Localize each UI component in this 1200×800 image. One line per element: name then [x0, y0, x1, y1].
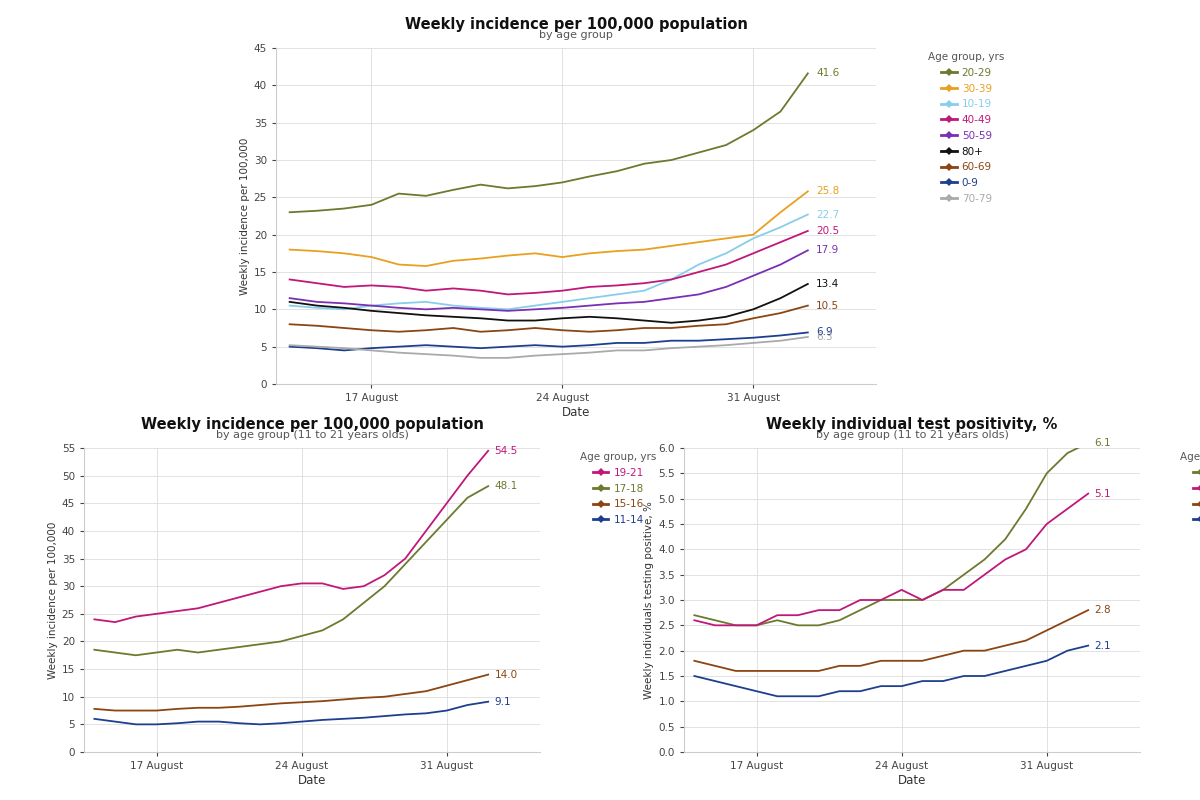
Legend: 19-21, 17-18, 15-16, 11-14: 19-21, 17-18, 15-16, 11-14 — [576, 448, 661, 530]
Text: by age group (11 to 21 years olds): by age group (11 to 21 years olds) — [216, 430, 408, 440]
X-axis label: Date: Date — [898, 774, 926, 787]
Text: 14.0: 14.0 — [494, 670, 517, 680]
Text: 2.1: 2.1 — [1094, 641, 1111, 650]
Text: 6.1: 6.1 — [1094, 438, 1111, 448]
Text: 5.1: 5.1 — [1094, 489, 1111, 498]
Title: Weekly individual test positivity, %: Weekly individual test positivity, % — [767, 417, 1057, 431]
Legend: 20-29, 30-39, 10-19, 40-49, 50-59, 80+, 60-69, 0-9, 70-79: 20-29, 30-39, 10-19, 40-49, 50-59, 80+, … — [924, 48, 1009, 208]
Text: 2.8: 2.8 — [1094, 605, 1111, 615]
X-axis label: Date: Date — [298, 774, 326, 787]
Y-axis label: Weekly incidence per 100,000: Weekly incidence per 100,000 — [48, 522, 58, 678]
Text: 17.9: 17.9 — [816, 246, 839, 255]
Text: 54.5: 54.5 — [494, 446, 517, 456]
Y-axis label: Weekly individuals testing positive, %: Weekly individuals testing positive, % — [644, 501, 654, 699]
Text: 10.5: 10.5 — [816, 301, 839, 310]
Text: 6.9: 6.9 — [816, 327, 833, 338]
Text: 41.6: 41.6 — [816, 68, 839, 78]
Legend: 17-18, 19-21, 15-16, 11-14: 17-18, 19-21, 15-16, 11-14 — [1176, 448, 1200, 530]
Text: 6.3: 6.3 — [816, 332, 833, 342]
Text: 25.8: 25.8 — [816, 186, 839, 196]
Text: 22.7: 22.7 — [816, 210, 839, 219]
Text: by age group: by age group — [539, 30, 613, 39]
Text: 9.1: 9.1 — [494, 697, 511, 706]
Text: 48.1: 48.1 — [494, 481, 517, 491]
Text: by age group (11 to 21 years olds): by age group (11 to 21 years olds) — [816, 430, 1008, 440]
Text: 13.4: 13.4 — [816, 279, 839, 289]
Text: 20.5: 20.5 — [816, 226, 839, 236]
X-axis label: Date: Date — [562, 406, 590, 419]
Title: Weekly incidence per 100,000 population: Weekly incidence per 100,000 population — [404, 17, 748, 31]
Y-axis label: Weekly incidence per 100,000: Weekly incidence per 100,000 — [240, 138, 250, 294]
Title: Weekly incidence per 100,000 population: Weekly incidence per 100,000 population — [140, 417, 484, 431]
